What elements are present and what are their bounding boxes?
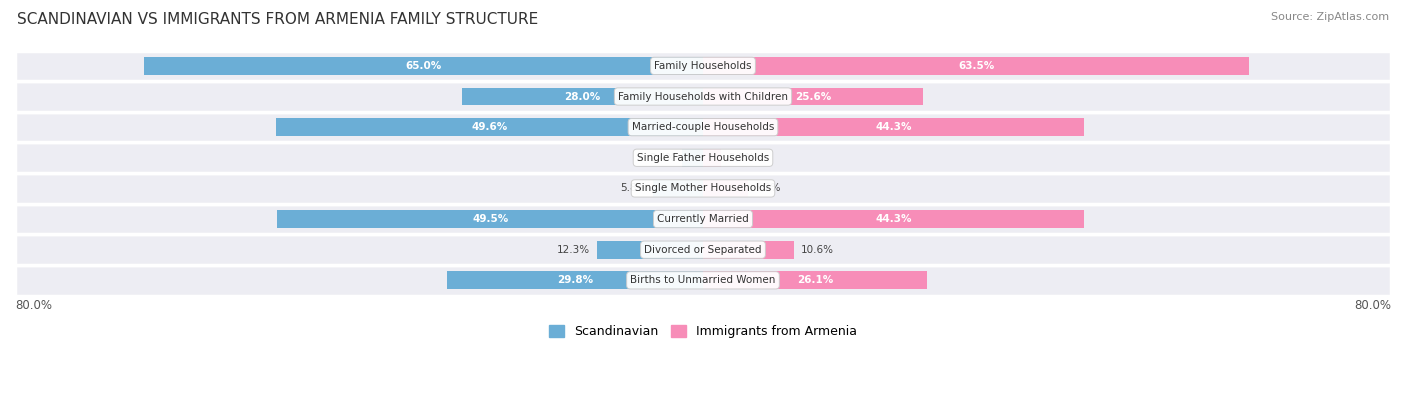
Text: Single Father Households: Single Father Households <box>637 153 769 163</box>
Bar <box>703 118 1084 136</box>
Text: 12.3%: 12.3% <box>557 245 591 255</box>
Bar <box>447 271 703 289</box>
Bar <box>654 179 703 197</box>
Bar <box>703 241 794 259</box>
Text: 80.0%: 80.0% <box>15 299 52 312</box>
Bar <box>598 241 703 259</box>
Text: 5.8%: 5.8% <box>620 183 647 194</box>
Bar <box>15 112 1391 143</box>
Text: 80.0%: 80.0% <box>1354 299 1391 312</box>
Text: Family Households: Family Households <box>654 61 752 71</box>
Bar <box>703 88 924 105</box>
Bar <box>15 51 1391 81</box>
Text: 49.5%: 49.5% <box>472 214 509 224</box>
Text: Single Mother Households: Single Mother Households <box>636 183 770 194</box>
Text: 29.8%: 29.8% <box>557 275 593 285</box>
Text: 25.6%: 25.6% <box>794 92 831 102</box>
Text: 63.5%: 63.5% <box>957 61 994 71</box>
Text: 2.1%: 2.1% <box>728 153 755 163</box>
Bar <box>703 149 721 167</box>
Text: SCANDINAVIAN VS IMMIGRANTS FROM ARMENIA FAMILY STRUCTURE: SCANDINAVIAN VS IMMIGRANTS FROM ARMENIA … <box>17 12 538 27</box>
Bar <box>15 265 1391 295</box>
Bar <box>703 210 1084 228</box>
Bar <box>15 204 1391 234</box>
Bar <box>703 179 748 197</box>
Text: Births to Unmarried Women: Births to Unmarried Women <box>630 275 776 285</box>
Bar <box>143 57 703 75</box>
Text: 44.3%: 44.3% <box>876 122 911 132</box>
Text: 49.6%: 49.6% <box>471 122 508 132</box>
Bar <box>15 81 1391 112</box>
Bar <box>463 88 703 105</box>
Text: 5.2%: 5.2% <box>755 183 782 194</box>
Bar <box>703 57 1249 75</box>
Bar <box>15 234 1391 265</box>
Bar <box>15 173 1391 204</box>
Text: 10.6%: 10.6% <box>801 245 834 255</box>
Text: 26.1%: 26.1% <box>797 275 834 285</box>
Bar <box>703 271 928 289</box>
Bar <box>277 118 703 136</box>
Bar <box>277 210 703 228</box>
Text: Source: ZipAtlas.com: Source: ZipAtlas.com <box>1271 12 1389 22</box>
Bar <box>682 149 703 167</box>
Text: Family Households with Children: Family Households with Children <box>619 92 787 102</box>
Bar <box>15 143 1391 173</box>
Text: Divorced or Separated: Divorced or Separated <box>644 245 762 255</box>
Text: 65.0%: 65.0% <box>405 61 441 71</box>
Legend: Scandinavian, Immigrants from Armenia: Scandinavian, Immigrants from Armenia <box>544 320 862 343</box>
Text: Currently Married: Currently Married <box>657 214 749 224</box>
Text: 44.3%: 44.3% <box>876 214 911 224</box>
Text: Married-couple Households: Married-couple Households <box>631 122 775 132</box>
Text: 28.0%: 28.0% <box>564 92 600 102</box>
Text: 2.4%: 2.4% <box>650 153 675 163</box>
